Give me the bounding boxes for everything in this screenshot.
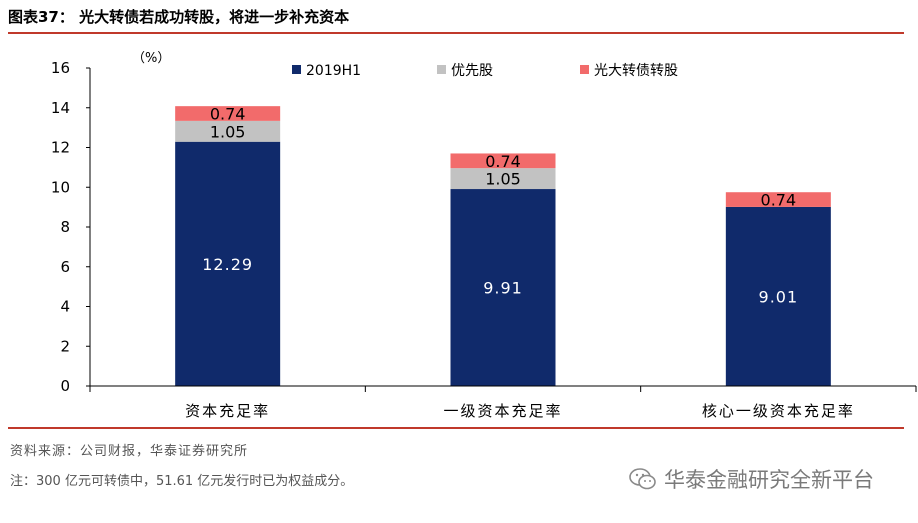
data-label: 0.74 xyxy=(761,191,797,210)
y-tick-label: 6 xyxy=(60,258,70,276)
source-note: 资料来源：公司财报，华泰证券研究所 xyxy=(10,444,249,459)
bar-segment xyxy=(175,120,281,142)
y-tick-label: 14 xyxy=(51,99,70,117)
bar-segment xyxy=(175,106,281,121)
bars-group: 12.291.050.749.911.050.749.010.74 xyxy=(175,105,831,386)
bar-segment xyxy=(450,189,556,386)
data-label: 1.05 xyxy=(485,170,521,189)
bar-segment xyxy=(450,153,556,169)
x-category-label: 一级资本充足率 xyxy=(443,402,562,420)
y-unit-label: （%） xyxy=(132,51,170,66)
x-axis: 资本充足率 一级资本充足率 核心一级资本充足率 xyxy=(89,385,917,420)
y-tick-label: 16 xyxy=(51,59,70,77)
data-label: 9.01 xyxy=(759,287,799,306)
x-category-label: 核心一级资本充足率 xyxy=(702,402,855,420)
y-tick-label: 10 xyxy=(51,178,70,196)
legend-label: 2019H1 xyxy=(306,63,361,79)
y-tick-label: 4 xyxy=(60,298,70,316)
footer-divider xyxy=(8,427,904,429)
title-divider xyxy=(8,32,904,34)
data-label: 12.29 xyxy=(202,255,253,274)
legend-swatch xyxy=(437,65,446,74)
data-label: 0.74 xyxy=(485,152,521,171)
chart-svg: （%） 2019H1 优先股 光大转债转股 0 2 4 6 8 10 12 14 16 12.29 1… xyxy=(51,51,917,420)
bar-segment xyxy=(725,192,831,207)
data-label: 1.05 xyxy=(210,122,246,141)
figure-title: 图表37： 光大转债若成功转股，将进一步补充资本 xyxy=(8,8,350,26)
x-category-label: 资本充足率 xyxy=(185,402,270,420)
bar-segment xyxy=(725,206,831,386)
bar-segment xyxy=(175,141,281,386)
wechat-icon xyxy=(629,468,656,490)
data-label: 9.91 xyxy=(483,279,523,298)
legend-label: 光大转债转股 xyxy=(594,63,678,79)
footnote: 注：300 亿元可转债中，51.61 亿元发行时已为权益成分。 xyxy=(10,474,354,489)
stacked-bar-chart: （%） 2019H1 优先股 光大转债转股 0 2 4 6 8 10 12 14 16 12.29 1… xyxy=(0,36,918,426)
y-axis: 0 2 4 6 8 10 12 14 16 xyxy=(51,59,91,395)
data-label: 0.74 xyxy=(210,105,246,124)
bar-segment xyxy=(450,168,556,190)
y-tick-label: 0 xyxy=(60,377,70,395)
y-tick-label: 12 xyxy=(51,139,70,157)
watermark: 华泰金融研究全新平台 xyxy=(628,464,874,494)
legend-swatch xyxy=(292,65,301,74)
legend-label: 优先股 xyxy=(451,63,493,79)
legend-swatch xyxy=(580,65,589,74)
y-tick-label: 8 xyxy=(60,218,70,236)
watermark-text: 华泰金融研究全新平台 xyxy=(664,468,874,492)
chart-legend: 2019H1 优先股 光大转债转股 xyxy=(292,63,678,79)
y-tick-label: 2 xyxy=(60,337,70,355)
